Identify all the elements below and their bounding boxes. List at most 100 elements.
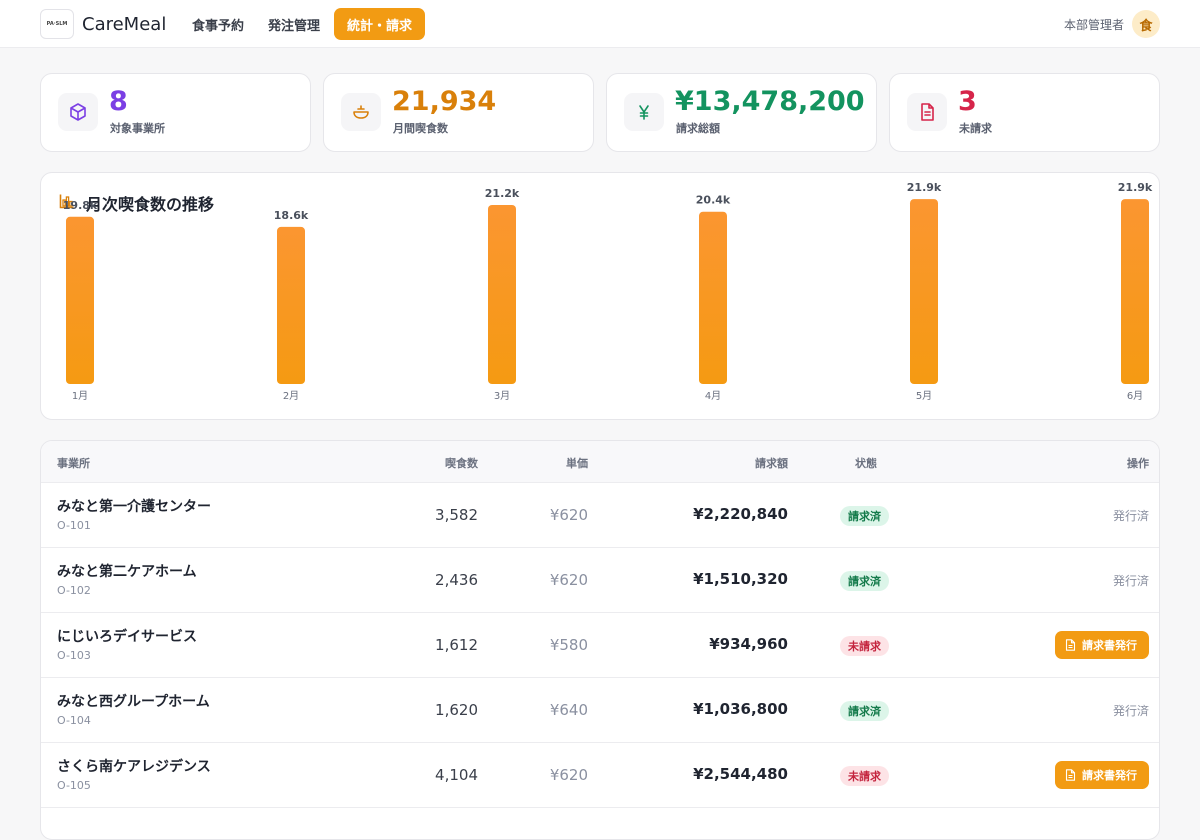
chart-category-label: 4月 [705, 390, 721, 402]
meal-count: 1,620 [435, 701, 478, 719]
avatar[interactable]: 食 [1132, 10, 1160, 38]
document-icon [907, 93, 947, 131]
bar-chart: 19.8k 1月 18.6k 2月 21.2k 3月 20.4k 4月 21.9k 5月 21.9k… [63, 181, 1153, 402]
billing-amount: ¥934,960 [709, 635, 788, 653]
issue-invoice-label: 請求書発行 [1082, 769, 1137, 782]
table-row: みなと第一介護センター O-101 3,582 ¥620 ¥2,220,840 … [41, 483, 1159, 548]
billing-amount: ¥2,544,480 [693, 765, 788, 783]
office-code: O-104 [57, 714, 91, 727]
main-nav: 食事予約 発注管理 統計・請求 [182, 8, 429, 40]
office-code: O-101 [57, 519, 91, 532]
billing-amount: ¥2,220,840 [693, 505, 788, 523]
monthly-meals-chart-card: 月次喫食数の推移 19.8k 1月 18.6k 2月 21.2k 3月 20.4k 4月 21.… [40, 172, 1160, 420]
brand[interactable]: PA·SLM CareMeal [40, 8, 166, 40]
chart-value-label: 18.6k [274, 209, 309, 222]
brand-name: CareMeal [82, 13, 167, 35]
office-name: みなと第一介護センター [57, 499, 211, 515]
bar-chart-icon [59, 193, 75, 213]
issued-label: 発行済 [1112, 704, 1149, 718]
chart-category-label: 6月 [1127, 390, 1143, 402]
cube-icon [58, 93, 98, 131]
chart-value-label: 21.9k [1118, 181, 1153, 194]
table-row: みなと西グループホーム O-104 1,620 ¥640 ¥1,036,800 … [41, 678, 1159, 743]
meal-count: 2,436 [435, 571, 478, 589]
chart-value-label: 20.4k [696, 194, 731, 207]
billing-amount: ¥1,510,320 [693, 570, 788, 588]
stat-label: 対象事業所 [110, 122, 165, 135]
chart-bar-5 [910, 199, 938, 384]
billing-table: 事業所 喫食数 単価 請求額 状態 操作 みなと第一介護センター O-101 3… [40, 440, 1160, 840]
chart-value-label: 21.2k [485, 187, 520, 200]
office-name: さくら南ケアレジデンス [57, 759, 211, 775]
stat-card-unbilled: 3 未請求 [889, 73, 1160, 152]
chart-bar-1 [66, 216, 94, 384]
nav-item-order-management[interactable]: 発注管理 [268, 18, 321, 34]
unit-price: ¥620 [549, 766, 588, 784]
chart-value-label: 21.9k [907, 181, 942, 194]
document-icon [1065, 769, 1076, 781]
chart-value-label: 19.8k [63, 199, 98, 212]
status-badge: 請求済 [840, 571, 889, 591]
status-badge: 請求済 [840, 506, 889, 526]
stat-value: 21,934 [392, 86, 497, 117]
stat-label: 月間喫食数 [393, 122, 448, 135]
table-row: みなと第二ケアホーム O-102 2,436 ¥620 ¥1,510,320 請… [41, 548, 1159, 613]
logo: PA·SLM [40, 9, 74, 39]
chart-category-label: 2月 [283, 390, 299, 402]
stat-value: 3 [958, 86, 977, 117]
office-name: にじいろデイサービス [57, 629, 197, 645]
nav-item-meal-reservation[interactable]: 食事予約 [192, 18, 245, 34]
stat-value: 8 [109, 86, 128, 117]
issued-label: 発行済 [1112, 574, 1149, 588]
column-header-amount: 請求額 [755, 457, 788, 470]
meal-count: 4,104 [435, 766, 478, 784]
unit-price: ¥620 [549, 506, 588, 524]
stats-row: 8 対象事業所 21,934 月間喫食数 ¥13,478,200 請求総額 3 … [40, 73, 1160, 152]
chart-category-label: 1月 [72, 390, 88, 402]
unit-price: ¥620 [549, 571, 588, 589]
office-code: O-102 [57, 584, 91, 597]
unit-price: ¥640 [549, 701, 588, 719]
column-header-status: 状態 [855, 457, 877, 470]
status-badge: 請求済 [840, 701, 889, 721]
office-name: みなと第二ケアホーム [57, 564, 197, 580]
column-header-meals: 喫食数 [445, 457, 478, 470]
nav-item-stats-billing[interactable]: 統計・請求 [334, 8, 426, 40]
yen-icon [624, 93, 664, 131]
office-code: O-103 [57, 649, 91, 662]
chart-category-label: 3月 [494, 390, 510, 402]
stat-card-offices: 8 対象事業所 [40, 73, 311, 152]
chart-category-label: 5月 [916, 390, 932, 402]
chart-bar-6 [1121, 199, 1149, 384]
issue-invoice-button[interactable]: 請求書発行 [1055, 761, 1149, 789]
billing-amount: ¥1,036,800 [693, 700, 788, 718]
issue-invoice-label: 請求書発行 [1082, 639, 1137, 652]
stat-label: 未請求 [959, 122, 992, 135]
column-header-office: 事業所 [57, 457, 90, 470]
bowl-icon [341, 93, 381, 131]
chart-bar-2 [277, 226, 305, 384]
stat-label: 請求総額 [676, 122, 720, 135]
issue-invoice-button[interactable]: 請求書発行 [1055, 631, 1149, 659]
stat-value: ¥13,478,200 [675, 86, 865, 117]
chart-bar-3 [488, 204, 516, 384]
user-name: 本部管理者 [1063, 17, 1124, 32]
column-header-action: 操作 [1127, 457, 1149, 470]
status-badge: 未請求 [840, 636, 889, 656]
status-badge: 未請求 [840, 766, 889, 786]
table-row: さくら南ケアレジデンス O-105 4,104 ¥620 ¥2,544,480 … [41, 743, 1159, 808]
unit-price: ¥580 [549, 636, 588, 654]
chart-title: 月次喫食数の推移 [86, 195, 215, 214]
top-navigation-bar: PA·SLM CareMeal 食事予約 発注管理 統計・請求 本部管理者 食 [0, 0, 1200, 48]
office-code: O-105 [57, 779, 91, 792]
table-row [41, 808, 1159, 839]
stat-card-billing-total: ¥13,478,200 請求総額 [606, 73, 877, 152]
column-header-price: 単価 [566, 457, 588, 470]
chart-bar-4 [699, 211, 727, 384]
meal-count: 1,612 [435, 636, 478, 654]
user-menu[interactable]: 本部管理者 食 [1064, 10, 1160, 38]
office-name: みなと西グループホーム [57, 694, 210, 710]
meal-count: 3,582 [435, 506, 478, 524]
table-row: にじいろデイサービス O-103 1,612 ¥580 ¥934,960 未請求… [41, 613, 1159, 678]
document-icon [1065, 639, 1076, 651]
